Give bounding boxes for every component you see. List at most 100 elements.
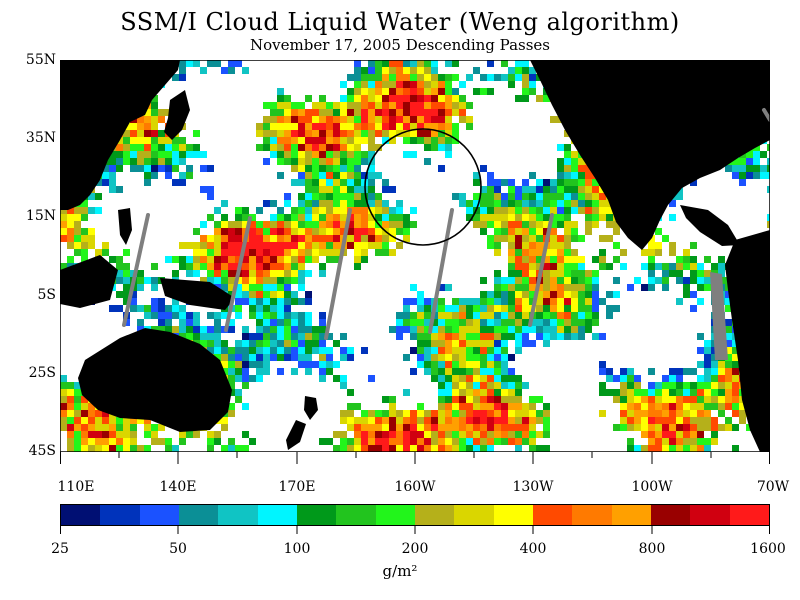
cloud-cell [501, 60, 508, 67]
cloud-cell [529, 284, 536, 291]
cloud-cell [403, 312, 410, 319]
cloud-cell [165, 172, 172, 179]
cloud-cell [487, 347, 494, 354]
cloud-cell [452, 340, 459, 347]
cloud-cell [564, 179, 571, 186]
cloud-cell [263, 228, 270, 235]
cloud-cell [319, 102, 326, 109]
cloud-cell [214, 263, 221, 270]
cloud-cell [487, 382, 494, 389]
cloud-cell [284, 95, 291, 102]
cloud-cell [606, 312, 613, 319]
lat-label-55n: 55N [25, 52, 56, 68]
cloud-cell [494, 347, 501, 354]
cloud-cell [74, 214, 81, 221]
cloud-cell [662, 235, 669, 242]
cloud-cell [620, 403, 627, 410]
cloud-cell [88, 445, 95, 452]
cloud-cell [326, 123, 333, 130]
cloud-cell [417, 340, 424, 347]
cloud-cell [403, 109, 410, 116]
cloud-cell [459, 361, 466, 368]
cloud-cell [277, 263, 284, 270]
cloud-cell [396, 228, 403, 235]
cloud-cell [424, 74, 431, 81]
cloud-cell [333, 207, 340, 214]
cloud-cell [543, 403, 550, 410]
cloud-cell [144, 137, 151, 144]
cloud-cell [137, 116, 144, 123]
cloud-cell [249, 305, 256, 312]
cloud-cell [396, 60, 403, 67]
cloud-cell [291, 235, 298, 242]
orbit-gap [710, 272, 728, 360]
cloud-cell [501, 305, 508, 312]
cloud-cell [214, 228, 221, 235]
cloud-cell [459, 368, 466, 375]
cloud-cell [431, 137, 438, 144]
cloud-cell [676, 382, 683, 389]
cloud-cell [354, 263, 361, 270]
cloud-cell [361, 242, 368, 249]
cloud-cell [347, 445, 354, 452]
cloud-cell [571, 207, 578, 214]
cloud-cell [403, 214, 410, 221]
cloud-cell [305, 95, 312, 102]
cloud-cell [298, 109, 305, 116]
cloud-cell [452, 396, 459, 403]
cloud-cell [326, 116, 333, 123]
cloud-cell [536, 249, 543, 256]
cloud-cell [550, 277, 557, 284]
cloud-cell [725, 368, 732, 375]
cloud-cell [186, 60, 193, 67]
cloud-cell [739, 403, 746, 410]
cloud-cell [410, 417, 417, 424]
cloud-cell [361, 81, 368, 88]
cloud-cell [473, 214, 480, 221]
cloud-cell [270, 137, 277, 144]
cloud-cell [228, 382, 235, 389]
cloud-cell [102, 424, 109, 431]
cloud-cell [459, 403, 466, 410]
cloud-cell [298, 333, 305, 340]
cloud-cell [277, 151, 284, 158]
cloud-cell [375, 417, 382, 424]
cloud-cell [270, 354, 277, 361]
cloud-cell [81, 200, 88, 207]
cloud-cell [424, 144, 431, 151]
cloud-cell [732, 165, 739, 172]
cloud-cell [284, 305, 291, 312]
cloud-cell [683, 417, 690, 424]
cloud-cell [396, 74, 403, 81]
cloud-cell [431, 410, 438, 417]
cloud-cell [564, 200, 571, 207]
cloud-cell [284, 116, 291, 123]
cloud-cell [312, 193, 319, 200]
cloud-cell [375, 235, 382, 242]
cloud-cell [711, 417, 718, 424]
cloud-cell [697, 445, 704, 452]
cloud-cell [648, 270, 655, 277]
cloud-cell [249, 228, 256, 235]
cloud-cell [578, 270, 585, 277]
cloud-cell [480, 165, 487, 172]
cloud-cell [480, 438, 487, 445]
cloud-cell [592, 305, 599, 312]
cloud-cell [634, 410, 641, 417]
cloud-cell [354, 207, 361, 214]
cloud-cell [340, 445, 347, 452]
cloud-cell [340, 417, 347, 424]
cloud-cell [438, 109, 445, 116]
cloud-cell [585, 228, 592, 235]
cloud-cell [487, 305, 494, 312]
cloud-cell [585, 193, 592, 200]
cloud-cell [396, 333, 403, 340]
cloud-cell [305, 186, 312, 193]
cloud-cell [158, 158, 165, 165]
cloud-cell [403, 60, 410, 67]
cloud-cell [557, 326, 564, 333]
cloud-cell [424, 305, 431, 312]
cloud-cell [704, 389, 711, 396]
cloud-cell [445, 326, 452, 333]
cloud-cell [235, 312, 242, 319]
